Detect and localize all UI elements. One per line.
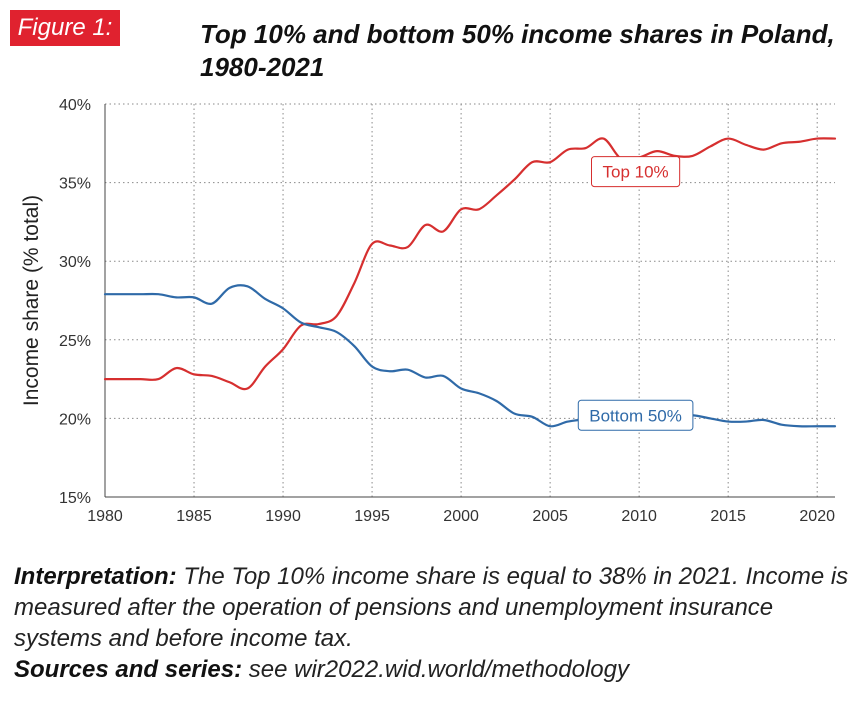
y-tick-label: 25% (59, 333, 91, 350)
series-lines (103, 137, 837, 428)
series-label-text: Bottom 50% (589, 406, 682, 425)
x-tick-label: 2015 (710, 508, 746, 525)
interpretation-label: Interpretation: (14, 563, 177, 590)
figure-footer: Interpretation: The Top 10% income share… (14, 561, 850, 685)
interpretation-note: Interpretation: The Top 10% income share… (14, 561, 850, 654)
series-label-top-10: Top 10% (590, 156, 681, 188)
series-label-text: Top 10% (602, 163, 668, 182)
x-tick-label: 1995 (354, 508, 390, 525)
x-tick-label: 1990 (265, 508, 301, 525)
x-tick-label: 2010 (621, 508, 657, 525)
x-tick-label: 2000 (443, 508, 479, 525)
figure-label: Figure 1: (10, 10, 120, 46)
series-label-bottom-50: Bottom 50% (577, 399, 694, 431)
y-tick-label: 40% (59, 97, 91, 114)
x-tick-label: 2005 (532, 508, 568, 525)
series-line-bottom-50 (103, 284, 837, 428)
interpretation-text: The Top 10% income share is equal to 38%… (14, 563, 849, 652)
y-tick-label: 20% (59, 411, 91, 428)
series-line-top-10 (103, 137, 837, 391)
series-labels: Top 10% Bottom 50% (577, 156, 694, 431)
y-tick-label: 30% (59, 254, 91, 271)
x-tick-label: 1985 (176, 508, 212, 525)
y-tick-label: 15% (59, 490, 91, 507)
series-label-box (590, 156, 681, 188)
sources-note: Sources and series: see wir2022.wid.worl… (14, 654, 850, 685)
grid (105, 103, 835, 497)
axes: 15% 20% 25% 30% 35% 40% 1980 1985 1990 1995 2000 20… (59, 97, 835, 525)
sources-text: see wir2022.wid.world/methodology (242, 656, 629, 683)
x-tick-label: 2020 (799, 508, 835, 525)
chart-title: Top 10% and bottom 50% income shares in … (200, 19, 835, 82)
y-tick-label: 35% (59, 176, 91, 193)
series-label-box (577, 399, 694, 431)
y-axis-label: Income share (% total) (20, 195, 43, 406)
line-chart: 15% 20% 25% 30% 35% 40% 1980 1985 1990 1995 2000 20… (20, 97, 837, 525)
x-tick-label: 1980 (87, 508, 123, 525)
sources-label: Sources and series: (14, 656, 243, 683)
